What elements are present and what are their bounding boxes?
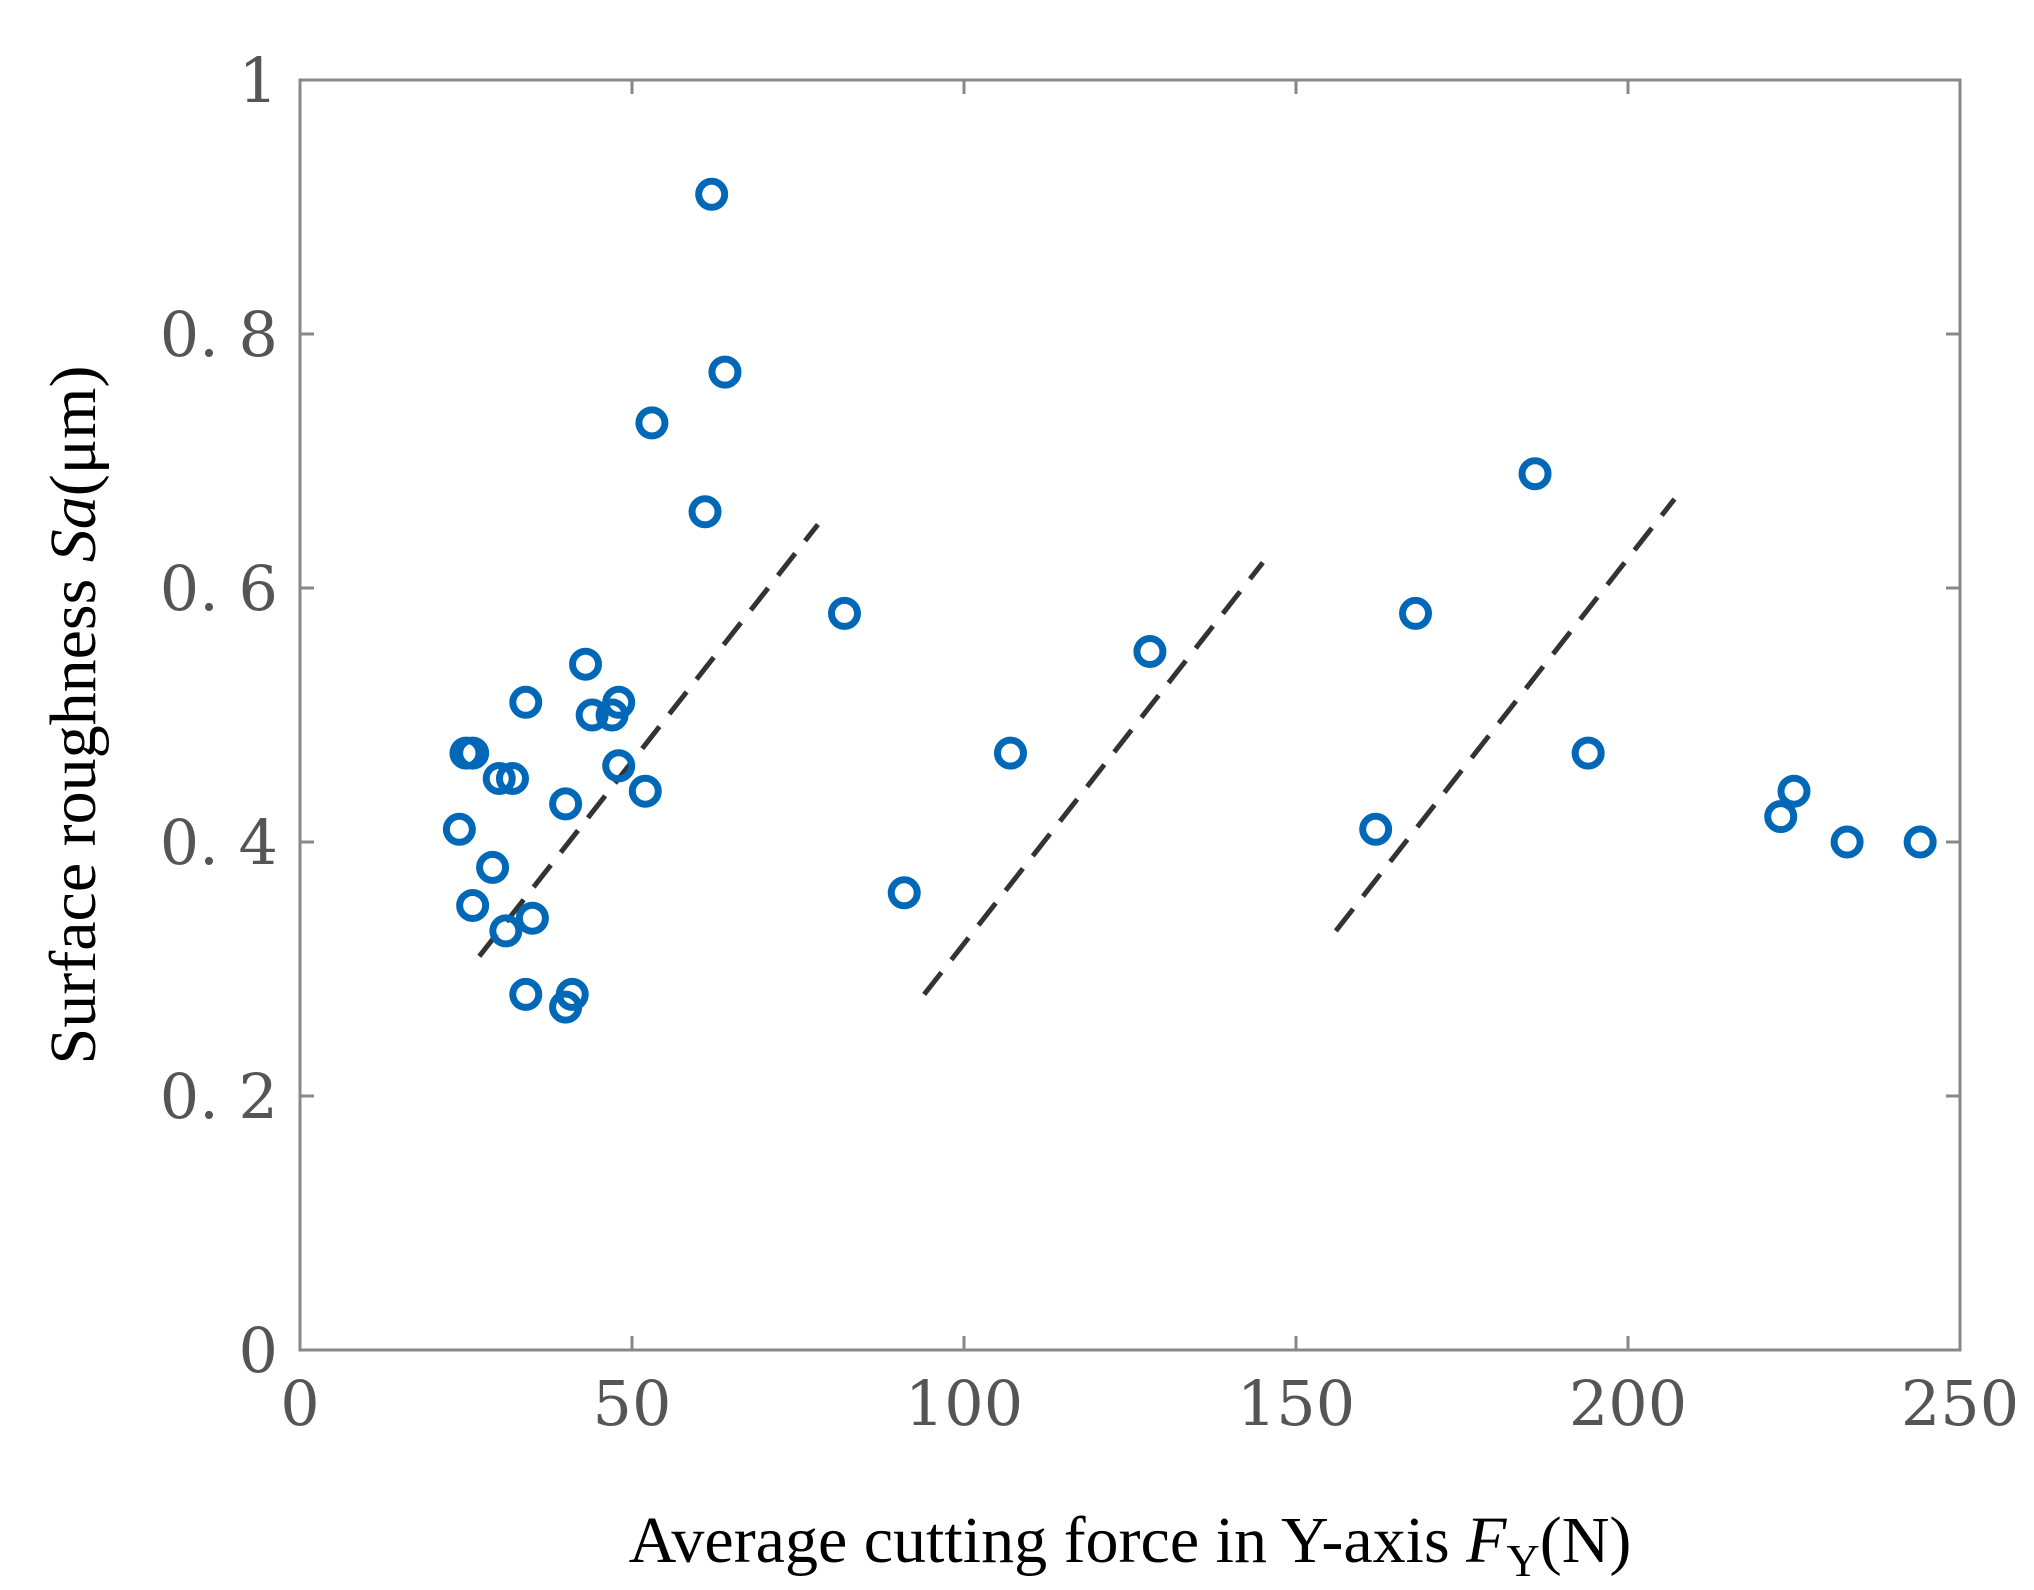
data-point	[1777, 774, 1811, 808]
trend-lines	[477, 497, 1677, 996]
data-point	[509, 685, 543, 719]
data-point	[1133, 635, 1167, 668]
data-point	[688, 495, 722, 529]
trend-line	[1333, 497, 1677, 933]
data-point	[1571, 736, 1605, 770]
data-point	[708, 355, 742, 389]
x-axis-label: Average cutting force in Y-axis FY(N)	[629, 1504, 1632, 1586]
y-tick-label: 1	[239, 44, 278, 117]
data-point	[442, 812, 476, 846]
data-point	[602, 685, 636, 719]
data-point	[1518, 457, 1552, 491]
data-point	[1830, 825, 1864, 859]
y-tick-label: 0. 4	[160, 806, 278, 879]
data-point	[515, 901, 549, 935]
y-tick-label: 0	[239, 1314, 278, 1387]
data-point	[555, 977, 589, 1011]
data-point	[887, 876, 921, 910]
data-points	[442, 177, 1937, 1024]
y-axis-label: Surface roughness Sa(μm)	[37, 366, 110, 1065]
data-point	[549, 787, 583, 821]
data-point	[509, 977, 543, 1011]
data-point	[628, 774, 662, 808]
trend-line	[477, 522, 820, 958]
x-tick-label: 100	[905, 1367, 1023, 1440]
data-point	[489, 914, 523, 948]
data-point	[1399, 596, 1433, 630]
plot-frame	[298, 78, 1962, 1352]
data-point	[602, 749, 636, 783]
axis-ticks: 0 50 100 150 200 250 0 0. 2 0. 4 0. 6 0. 8 1	[160, 44, 2019, 1440]
data-point	[456, 889, 490, 922]
x-tick-label: 250	[1901, 1367, 2019, 1440]
data-point	[456, 736, 490, 770]
data-point	[482, 762, 516, 795]
data-point	[635, 406, 669, 440]
data-point	[827, 596, 861, 630]
data-point	[993, 736, 1027, 770]
x-tick-label: 50	[593, 1367, 672, 1440]
x-tick-label: 200	[1569, 1367, 1687, 1440]
data-point	[1764, 800, 1798, 834]
y-tick-label: 0. 2	[160, 1060, 278, 1133]
x-tick-label: 0	[280, 1367, 319, 1440]
data-point	[575, 698, 609, 732]
data-point	[1903, 825, 1937, 859]
data-point	[695, 177, 729, 211]
y-tick-label: 0. 6	[160, 552, 278, 625]
data-point	[495, 762, 529, 795]
data-point	[1359, 812, 1393, 846]
data-point	[569, 647, 603, 681]
x-tick-label: 150	[1237, 1367, 1355, 1440]
trend-line	[922, 561, 1265, 996]
y-tick-label: 0. 8	[160, 298, 278, 371]
data-point	[476, 850, 510, 884]
